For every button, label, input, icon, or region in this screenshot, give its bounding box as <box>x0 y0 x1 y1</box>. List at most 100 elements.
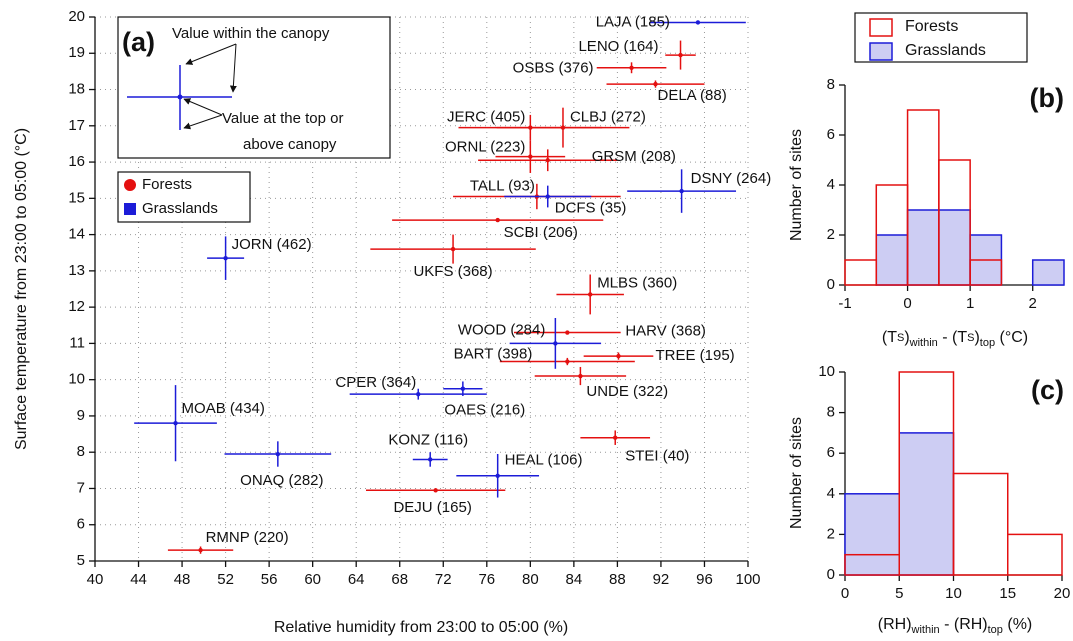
point <box>553 341 558 346</box>
point <box>653 81 658 87</box>
point-label: KONZ (116) <box>388 431 468 448</box>
point-label: WOOD (284) <box>458 321 546 338</box>
point <box>495 473 500 478</box>
point <box>416 391 421 397</box>
bar <box>969 259 1003 286</box>
y-tick-label: 10 <box>818 363 835 380</box>
point-label: MLBS (360) <box>597 274 677 291</box>
point <box>460 386 466 391</box>
point-label: CPER (364) <box>335 374 416 391</box>
y-tick-label: 9 <box>77 407 85 424</box>
y-tick-label: 4 <box>827 485 835 502</box>
y-tick-label: 2 <box>827 226 835 243</box>
point-label: MOAB (434) <box>182 400 265 417</box>
point <box>528 154 533 159</box>
point <box>629 65 634 70</box>
bar <box>898 432 955 576</box>
bar <box>844 259 878 286</box>
x-axis-title-part: (%) <box>1003 616 1032 633</box>
x-axis-title-part: - (RH) <box>940 616 988 633</box>
x-tick-label: 56 <box>261 571 278 588</box>
y-tick-label: 10 <box>68 371 85 388</box>
y-tick-label: 11 <box>69 334 85 351</box>
point-label: UKFS (368) <box>413 263 492 280</box>
y-tick-label: 8 <box>827 76 835 93</box>
x-axis-title-part: (T <box>882 329 897 346</box>
x-tick-label: 60 <box>304 571 321 588</box>
x-tick-label: 1 <box>966 295 974 312</box>
y-tick-label: 18 <box>68 81 85 98</box>
point <box>173 420 178 426</box>
x-axis-title: Relative humidity from 23:00 to 05:00 (%… <box>274 619 568 636</box>
x-axis-title-part: S <box>897 332 904 344</box>
x-tick-label: 5 <box>895 585 903 602</box>
y-axis-title: Number of sites <box>788 129 805 241</box>
bar <box>952 472 1009 576</box>
x-tick-label: -1 <box>838 295 851 312</box>
y-tick-label: 4 <box>827 176 835 193</box>
annotation: Value at the top or <box>222 110 343 127</box>
point <box>678 52 683 58</box>
point-label: SCBI (206) <box>504 224 578 241</box>
x-tick-label: 76 <box>478 571 495 588</box>
y-tick-label: 2 <box>827 525 835 542</box>
y-tick-label: 0 <box>827 276 835 293</box>
x-tick-label: 84 <box>566 571 583 588</box>
point-label: UNDE (322) <box>586 383 668 400</box>
point <box>679 188 684 194</box>
y-axis-title: Surface temperature from 23:00 to 05:00 … <box>13 128 30 450</box>
y-tick-label: 6 <box>827 126 835 143</box>
arrow <box>183 114 223 130</box>
x-axis-title-part: ) <box>904 329 909 346</box>
y-tick-label: 20 <box>68 8 85 25</box>
x-tick-label: 88 <box>609 571 626 588</box>
y-tick-label: 5 <box>77 552 85 569</box>
y-tick-label: 6 <box>77 516 85 533</box>
x-axis-title: (TS)within - (TS)top (°C) <box>882 329 1028 349</box>
point <box>433 488 438 493</box>
point <box>450 246 456 252</box>
bar <box>875 234 909 286</box>
point-label: TALL (93) <box>470 177 535 194</box>
point <box>560 125 566 130</box>
legend-marker <box>124 179 136 191</box>
point-label: OSBS (376) <box>513 60 594 77</box>
y-tick-label: 13 <box>68 262 85 279</box>
y-tick-label: 7 <box>77 479 85 496</box>
point <box>695 20 701 25</box>
point <box>565 359 570 364</box>
bar <box>906 209 940 286</box>
y-tick-label: 0 <box>827 566 835 583</box>
bar <box>1031 259 1065 286</box>
point-label: OAES (216) <box>444 402 525 419</box>
y-tick-label: 6 <box>827 444 835 461</box>
bar <box>844 493 900 576</box>
point-label: GRSM (208) <box>592 148 676 165</box>
x-axis-title-part: - (T <box>938 329 968 346</box>
sample-point <box>177 94 183 100</box>
point-label: DELA (88) <box>657 87 726 104</box>
point <box>223 255 228 261</box>
point <box>565 330 570 335</box>
point-label: DSNY (264) <box>691 170 772 187</box>
x-tick-label: 10 <box>945 585 962 602</box>
point-label: JERC (405) <box>447 109 525 126</box>
x-tick-label: 100 <box>735 571 760 588</box>
x-axis-title-part: within <box>911 624 940 636</box>
x-tick-label: 68 <box>391 571 408 588</box>
x-axis-title-part: top <box>980 337 995 349</box>
point <box>545 194 550 199</box>
y-tick-label: 15 <box>68 189 85 206</box>
point <box>587 292 593 297</box>
x-tick-label: 20 <box>1054 585 1071 602</box>
inset-frame <box>117 16 391 159</box>
legend-label: Grasslands <box>905 42 986 59</box>
point <box>495 217 500 223</box>
point <box>613 435 618 440</box>
arrow <box>183 98 223 116</box>
legend-label: Forests <box>142 176 192 193</box>
x-tick-label: 64 <box>348 571 365 588</box>
x-tick-label: 40 <box>87 571 104 588</box>
bar <box>938 209 971 286</box>
